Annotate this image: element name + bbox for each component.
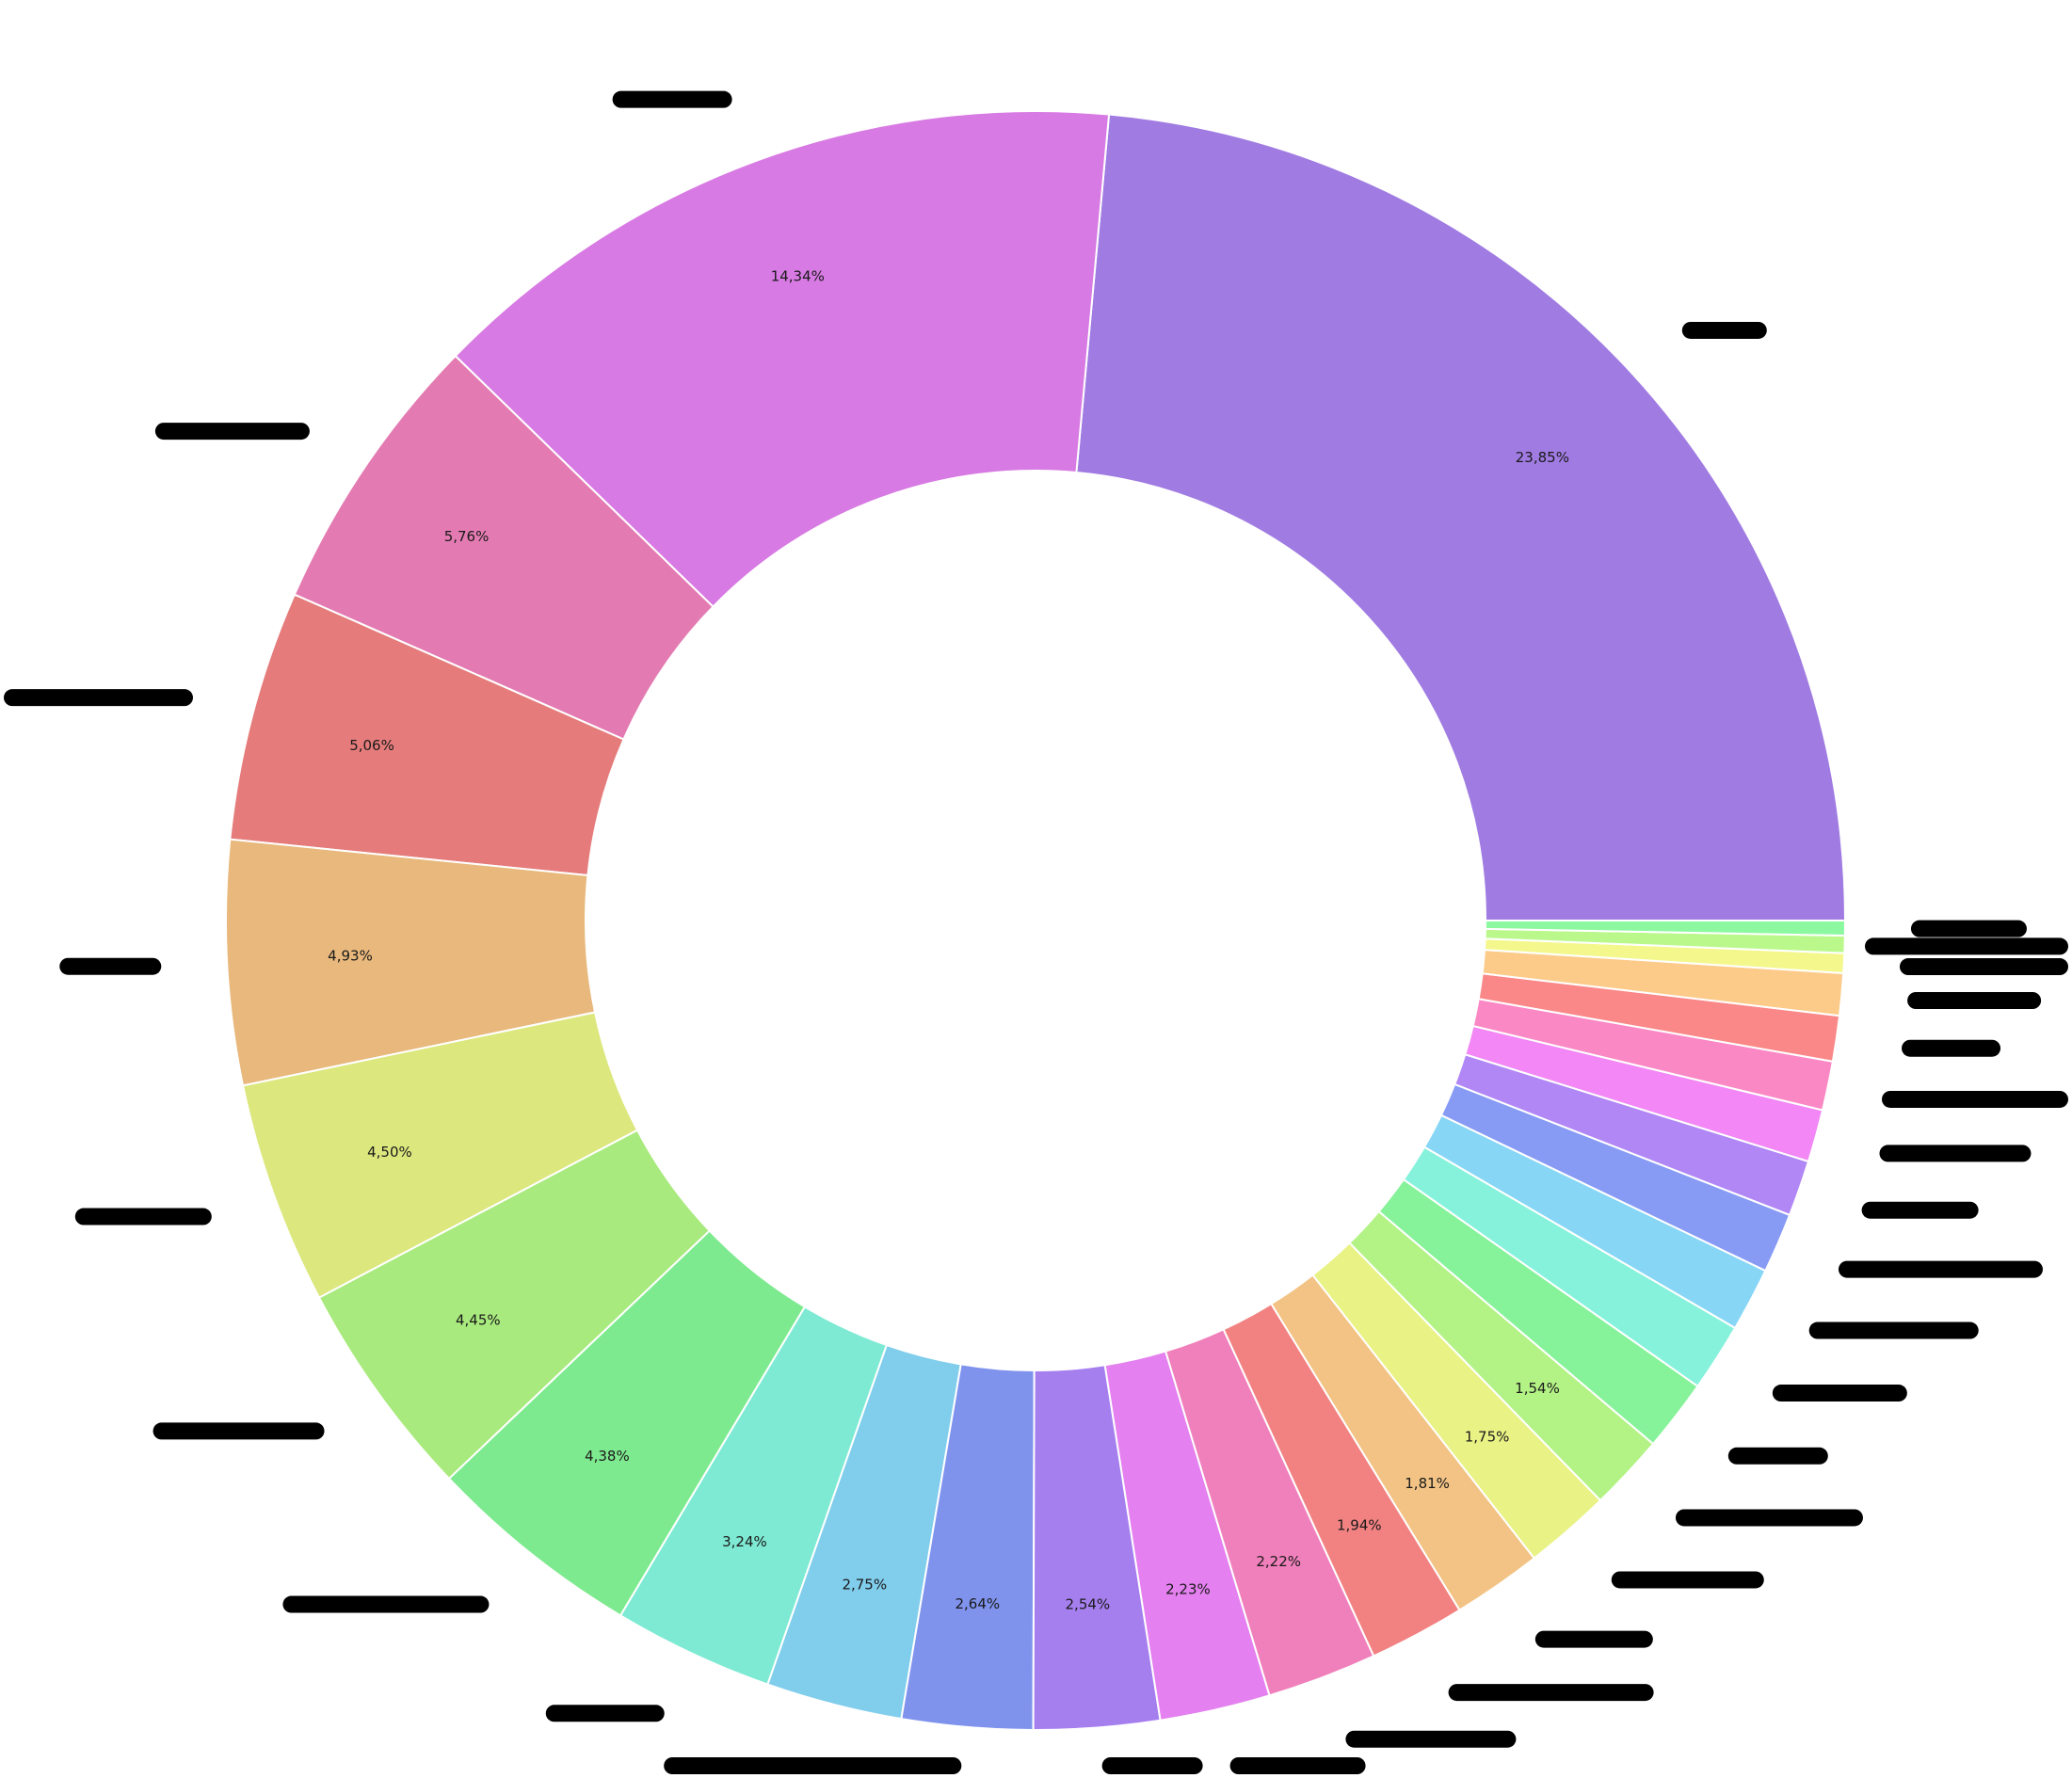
redacted-category-labels bbox=[4, 90, 2068, 1774]
slice-label-4: 5,06% bbox=[349, 737, 394, 754]
redacted-label-6 bbox=[74, 1208, 212, 1225]
redacted-label-16 bbox=[1534, 1630, 1653, 1648]
redacted-label-21 bbox=[1808, 1321, 1979, 1339]
slice-label-13: 2,23% bbox=[1165, 1580, 1211, 1597]
slice-label-3: 5,76% bbox=[444, 528, 490, 545]
slice-label-15: 1,94% bbox=[1337, 1516, 1382, 1533]
slice-label-9: 3,24% bbox=[722, 1533, 767, 1550]
redacted-label-26 bbox=[1902, 1039, 2001, 1057]
redacted-label-1 bbox=[1681, 321, 1767, 339]
redacted-label-18 bbox=[1675, 1509, 1863, 1527]
redacted-label-30 bbox=[1910, 920, 2027, 937]
slice-1 bbox=[1075, 113, 1847, 921]
slice-label-14: 2,22% bbox=[1256, 1553, 1301, 1570]
redacted-label-23 bbox=[1861, 1201, 1979, 1219]
redacted-label-24 bbox=[1879, 1145, 2032, 1162]
redacted-label-22 bbox=[1838, 1260, 2043, 1278]
slice-label-17: 1,75% bbox=[1465, 1429, 1510, 1446]
slice-2 bbox=[454, 110, 1111, 609]
redacted-label-17 bbox=[1611, 1571, 1764, 1589]
slices-layer bbox=[225, 110, 1847, 1732]
slice-label-11: 2,64% bbox=[956, 1595, 1001, 1612]
percent-labels-layer: 23,85% 14,34% 5,76% 5,06% 4,93% 4,50% 4,45% 4,3… bbox=[328, 268, 1569, 1613]
slice-label-7: 4,45% bbox=[456, 1312, 501, 1329]
redacted-label-28 bbox=[1900, 958, 2068, 976]
redacted-label-20 bbox=[1772, 1385, 1907, 1402]
redacted-label-12 bbox=[1101, 1757, 1203, 1774]
redacted-label-25 bbox=[1882, 1090, 2068, 1108]
redacted-label-2 bbox=[612, 90, 732, 108]
redacted-label-4 bbox=[4, 689, 193, 707]
redacted-label-13 bbox=[1229, 1757, 1366, 1774]
redacted-label-27 bbox=[1907, 991, 2042, 1009]
redacted-label-9 bbox=[545, 1705, 665, 1722]
slice-label-5: 4,93% bbox=[328, 948, 373, 965]
redacted-label-8 bbox=[282, 1595, 490, 1613]
redacted-label-11 bbox=[773, 1757, 962, 1774]
redacted-label-15 bbox=[1448, 1684, 1654, 1702]
slice-label-2: 14,34% bbox=[771, 268, 825, 285]
slice-label-16: 1,81% bbox=[1405, 1475, 1450, 1492]
slice-label-12: 2,54% bbox=[1066, 1595, 1111, 1612]
slice-30 bbox=[1484, 920, 1847, 937]
redacted-label-14 bbox=[1345, 1730, 1517, 1748]
redacted-label-29 bbox=[1865, 937, 2068, 955]
slice-label-10: 2,75% bbox=[842, 1576, 887, 1593]
slice-label-18: 1,54% bbox=[1515, 1380, 1560, 1397]
redacted-label-19 bbox=[1727, 1447, 1828, 1465]
slice-label-6: 4,50% bbox=[367, 1144, 412, 1161]
redacted-label-5 bbox=[59, 957, 162, 975]
slice-label-8: 4,38% bbox=[585, 1448, 630, 1465]
redacted-label-7 bbox=[153, 1422, 325, 1440]
redacted-label-3 bbox=[154, 423, 310, 440]
slice-label-1: 23,85% bbox=[1516, 449, 1569, 466]
